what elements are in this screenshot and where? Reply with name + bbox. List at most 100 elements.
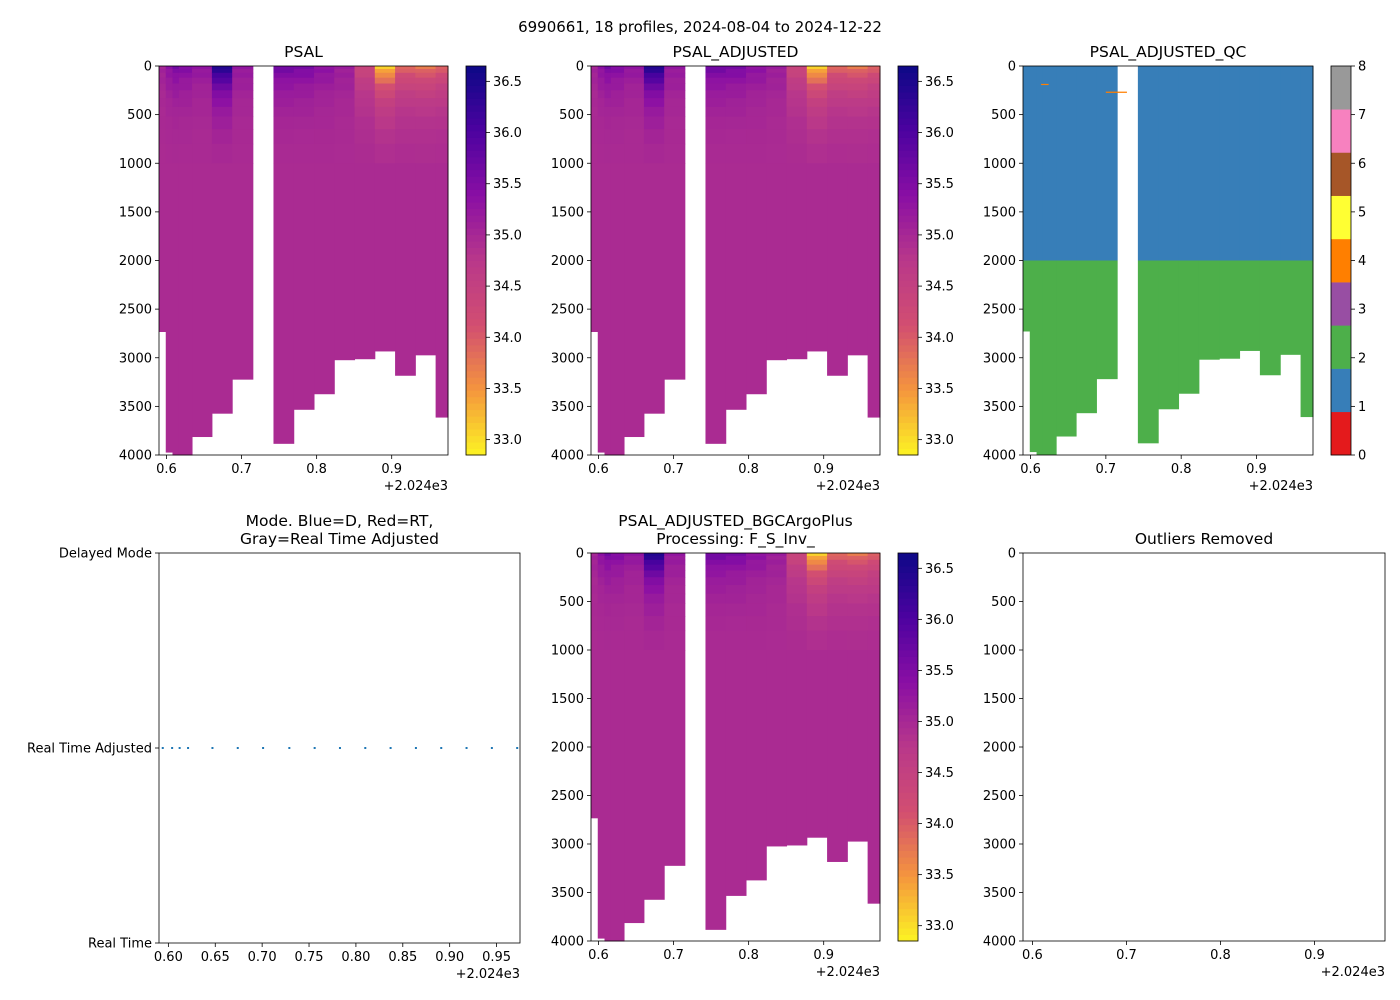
heat-cell [354,72,376,79]
colorbar-segment [898,442,918,450]
heat-cell [705,630,727,651]
heat-cell [786,66,808,70]
heat-cell [354,90,376,99]
colorbar-segment [898,656,918,664]
heat-cell [664,98,686,108]
heat-cell [786,559,808,566]
heat-cell [435,66,449,70]
heat-cell [766,72,788,79]
panel-title: Outliers Removed [1135,530,1273,548]
heat-cell [827,90,848,99]
heat-cell [395,98,416,108]
colorbar-segment [898,143,918,151]
heat-cell [178,163,193,456]
heat-cell [597,68,606,74]
heat-cell [395,72,416,79]
heat-cell [806,585,828,595]
y-tick-label: 0 [1008,547,1016,562]
y-tick-label: 4000 [983,449,1016,464]
colorbar-tick-label: 5 [1358,205,1366,220]
heat-cell [172,163,180,456]
heat-cell [374,83,396,91]
heat-cell [766,593,788,604]
colorbar-segment [898,792,918,800]
heat-cell [232,106,254,118]
heat-cell [624,72,645,79]
heat-cell [165,163,174,453]
heat-cell [172,77,180,85]
y-tick-label: 1000 [983,644,1016,659]
heat-cell [847,603,869,617]
heat-cell [746,585,767,595]
x-tick-label: 0.8 [738,462,759,477]
heat-cell [746,68,767,74]
colorbar-tick-label: 33.5 [925,382,954,397]
heat-cell [664,555,686,561]
heat-cell [643,616,665,632]
heat-cell [847,143,869,164]
heat-cell [766,143,788,164]
colorbar-segment [898,844,918,851]
colorbar-segment [1331,325,1351,369]
heat-cell [165,90,174,99]
heat-cell [172,98,180,108]
heat-cell [725,106,747,118]
heat-cell [610,564,625,571]
heat-cell [604,98,612,108]
colorbar-tick-label: 35.5 [925,177,954,192]
colorbar-tick-label: 34.0 [925,817,954,832]
panel-psal_adj_qc: PSAL_ADJUSTED_QC 0 1 2 3 4 5 6 7 8 0.6 0.7 0.8 0.9 +2.… [983,43,1366,494]
heat-cell [624,83,645,91]
heat-cell [624,68,645,74]
colorbar-segment [898,273,918,281]
heat-cell [705,129,727,145]
heat-cell [705,559,727,566]
heat-cell [232,72,254,79]
heat-cell [374,68,396,74]
heat-cell [746,577,767,586]
colorbar-segment [466,85,486,93]
heat-cell [786,116,808,130]
mode-point [313,747,316,749]
heat-cell [395,68,416,74]
heat-cell [746,593,767,604]
heat-cell [867,129,881,145]
heat-cell [435,98,449,108]
panel-title: PSAL [284,43,323,61]
heat-cell [159,98,167,108]
heat-cell [192,68,213,74]
y-tick-label: 1500 [551,692,584,707]
colorbar-segment [898,98,918,106]
heat-cell [725,116,747,130]
heat-cell [597,83,606,91]
heat-cell [211,90,233,99]
heat-cell [610,83,625,91]
y-tick-label: 1500 [551,205,584,220]
heat-cell [415,83,437,91]
heat-cell [664,603,686,617]
heat-cell [624,116,645,130]
heat-cell [435,83,449,91]
heat-cell [597,555,606,561]
heat-cell [314,129,335,145]
heat-cell [374,143,396,164]
heat-cell [867,66,881,70]
heat-cell [273,163,295,444]
colorbar-segment [466,234,486,242]
heat-cell [624,616,645,632]
heat-cell [725,603,747,617]
heat-cell [847,564,869,571]
heat-cell [415,66,437,70]
heat-cell [806,564,828,571]
colorbar-segment [466,338,486,346]
y-tick-label: 500 [991,108,1016,123]
heat-cell [746,630,767,651]
heat-cell [172,68,180,74]
heat-cell [354,68,376,74]
colorbar-frame [897,65,919,456]
heat-cell [725,72,747,79]
heat-cell [597,585,606,595]
qc-cell [1259,260,1281,376]
colorbar-segment [898,260,918,268]
heat-cell [827,129,848,145]
